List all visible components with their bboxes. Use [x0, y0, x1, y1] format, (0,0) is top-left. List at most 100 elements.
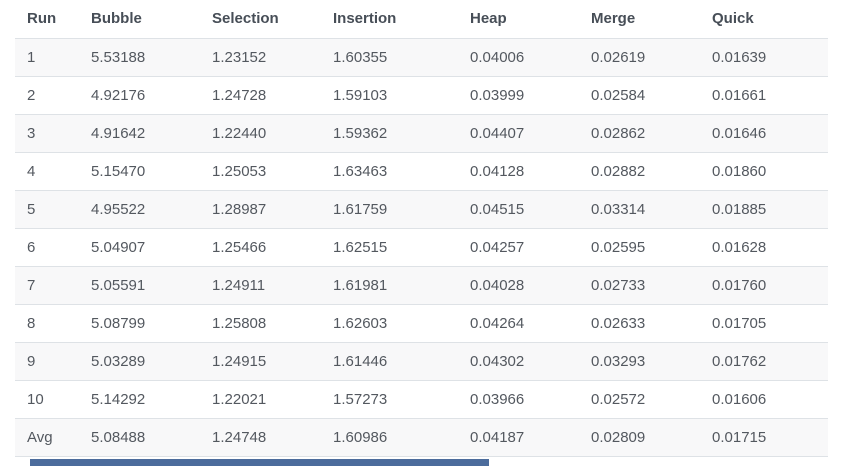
- value-cell-merge: 0.02584: [579, 76, 700, 115]
- value-cell-insertion: 1.59103: [321, 76, 458, 115]
- column-header-bubble: Bubble: [91, 10, 142, 27]
- value-cell-quick: 0.01715: [700, 418, 828, 457]
- table-row-7: 7 5.05591 1.24911 1.61981 0.04028 0.02733 0.01…: [15, 266, 828, 305]
- column-header-selection: Selection: [212, 10, 279, 27]
- value-cell-quick: 0.01760: [700, 266, 828, 305]
- value-cell-quick: 0.01639: [700, 38, 828, 77]
- value-cell-selection: 1.23152: [200, 38, 321, 77]
- table-row-5: 5 4.95522 1.28987 1.61759 0.04515 0.03314 0.01…: [15, 190, 828, 229]
- value-cell-bubble: 5.03289: [79, 342, 200, 381]
- table-row-avg: Avg 5.08488 1.24748 1.60986 0.04187 0.02809 0.…: [15, 418, 828, 457]
- value-cell-bubble: 5.08799: [79, 304, 200, 343]
- value-cell-selection: 1.28987: [200, 190, 321, 229]
- table-row-2: 2 4.92176 1.24728 1.59103 0.03999 0.02584 0.01…: [15, 76, 828, 115]
- run-label-cell: Avg: [15, 418, 79, 457]
- column-header-heap: Heap: [470, 10, 507, 27]
- value-cell-insertion: 1.57273: [321, 380, 458, 419]
- value-cell-merge: 0.02733: [579, 266, 700, 305]
- value-cell-insertion: 1.63463: [321, 152, 458, 191]
- value-cell-bubble: 5.15470: [79, 152, 200, 191]
- value-cell-merge: 0.02862: [579, 114, 700, 153]
- value-cell-selection: 1.24728: [200, 76, 321, 115]
- value-cell-insertion: 1.59362: [321, 114, 458, 153]
- value-cell-heap: 0.04407: [458, 114, 579, 153]
- value-cell-quick: 0.01646: [700, 114, 828, 153]
- value-cell-bubble: 5.04907: [79, 228, 200, 267]
- value-cell-heap: 0.04006: [458, 38, 579, 77]
- value-cell-selection: 1.22440: [200, 114, 321, 153]
- value-cell-heap: 0.03966: [458, 380, 579, 419]
- value-cell-bubble: 4.91642: [79, 114, 200, 153]
- benchmark-table-container: Run Bubble Selection Insertion Heap Merge Quic…: [15, 0, 828, 457]
- value-cell-selection: 1.25466: [200, 228, 321, 267]
- value-cell-selection: 1.25808: [200, 304, 321, 343]
- value-cell-selection: 1.24748: [200, 418, 321, 457]
- run-label-cell: 8: [15, 304, 79, 343]
- table-row-3: 3 4.91642 1.22440 1.59362 0.04407 0.02862 0.01…: [15, 114, 828, 153]
- value-cell-merge: 0.03293: [579, 342, 700, 381]
- run-label-cell: 6: [15, 228, 79, 267]
- value-cell-selection: 1.22021: [200, 380, 321, 419]
- value-cell-quick: 0.01860: [700, 152, 828, 191]
- value-cell-bubble: 5.05591: [79, 266, 200, 305]
- run-label-cell: 5: [15, 190, 79, 229]
- value-cell-selection: 1.24911: [200, 266, 321, 305]
- run-label-cell: 2: [15, 76, 79, 115]
- table-row-6: 6 5.04907 1.25466 1.62515 0.04257 0.02595 0.01…: [15, 228, 828, 267]
- table-row-9: 9 5.03289 1.24915 1.61446 0.04302 0.03293 0.01…: [15, 342, 828, 381]
- value-cell-heap: 0.04187: [458, 418, 579, 457]
- value-cell-selection: 1.24915: [200, 342, 321, 381]
- table-row-4: 4 5.15470 1.25053 1.63463 0.04128 0.02882 0.01…: [15, 152, 828, 191]
- column-header-merge: Merge: [591, 10, 636, 27]
- table-row-10: 10 5.14292 1.22021 1.57273 0.03966 0.02572 0.0…: [15, 380, 828, 419]
- value-cell-bubble: 5.08488: [79, 418, 200, 457]
- sorting-benchmark-table: Run Bubble Selection Insertion Heap Merge Quic…: [15, 0, 828, 457]
- value-cell-heap: 0.04264: [458, 304, 579, 343]
- value-cell-bubble: 4.95522: [79, 190, 200, 229]
- value-cell-selection: 1.25053: [200, 152, 321, 191]
- value-cell-merge: 0.03314: [579, 190, 700, 229]
- run-label-cell: 1: [15, 38, 79, 77]
- value-cell-quick: 0.01661: [700, 76, 828, 115]
- run-label-cell: 9: [15, 342, 79, 381]
- run-label-cell: 10: [15, 380, 79, 419]
- value-cell-heap: 0.04028: [458, 266, 579, 305]
- value-cell-insertion: 1.61759: [321, 190, 458, 229]
- value-cell-merge: 0.02619: [579, 38, 700, 77]
- run-label-cell: 3: [15, 114, 79, 153]
- value-cell-heap: 0.04515: [458, 190, 579, 229]
- value-cell-merge: 0.02572: [579, 380, 700, 419]
- value-cell-insertion: 1.61446: [321, 342, 458, 381]
- value-cell-heap: 0.04128: [458, 152, 579, 191]
- value-cell-heap: 0.04257: [458, 228, 579, 267]
- value-cell-bubble: 5.53188: [79, 38, 200, 77]
- table-row-8: 8 5.08799 1.25808 1.62603 0.04264 0.02633 0.01…: [15, 304, 828, 343]
- value-cell-merge: 0.02809: [579, 418, 700, 457]
- header-row: Run Bubble Selection Insertion Heap Merge Quic…: [15, 0, 828, 39]
- bottom-blue-bar: [30, 459, 489, 466]
- value-cell-merge: 0.02595: [579, 228, 700, 267]
- value-cell-quick: 0.01606: [700, 380, 828, 419]
- value-cell-insertion: 1.62515: [321, 228, 458, 267]
- value-cell-insertion: 1.60355: [321, 38, 458, 77]
- value-cell-insertion: 1.61981: [321, 266, 458, 305]
- value-cell-quick: 0.01705: [700, 304, 828, 343]
- value-cell-quick: 0.01762: [700, 342, 828, 381]
- table-head: Run Bubble Selection Insertion Heap Merge Quic…: [15, 0, 828, 39]
- value-cell-heap: 0.03999: [458, 76, 579, 115]
- table-row-1: 1 5.53188 1.23152 1.60355 0.04006 0.02619 0.01…: [15, 38, 828, 77]
- value-cell-insertion: 1.60986: [321, 418, 458, 457]
- value-cell-bubble: 5.14292: [79, 380, 200, 419]
- table-body: 1 5.53188 1.23152 1.60355 0.04006 0.02619 0.01…: [15, 38, 828, 457]
- value-cell-merge: 0.02882: [579, 152, 700, 191]
- value-cell-quick: 0.01885: [700, 190, 828, 229]
- value-cell-merge: 0.02633: [579, 304, 700, 343]
- column-header-run: Run: [27, 10, 57, 27]
- value-cell-bubble: 4.92176: [79, 76, 200, 115]
- value-cell-quick: 0.01628: [700, 228, 828, 267]
- run-label-cell: 7: [15, 266, 79, 305]
- value-cell-heap: 0.04302: [458, 342, 579, 381]
- column-header-quick: Quick: [712, 10, 754, 27]
- column-header-insertion: Insertion: [333, 10, 397, 27]
- run-label-cell: 4: [15, 152, 79, 191]
